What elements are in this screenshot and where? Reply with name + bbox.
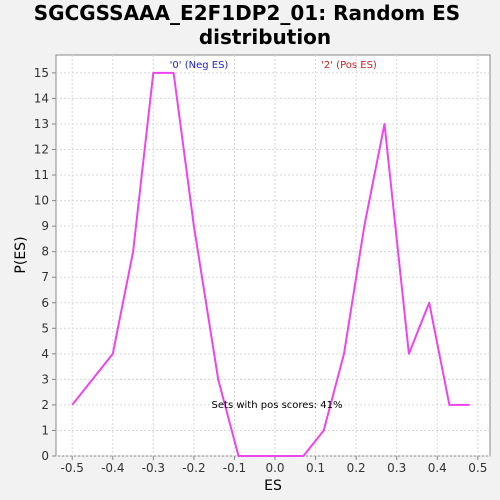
series-line [71, 71, 470, 457]
y-axis-label: P(ES) [13, 236, 29, 273]
x-tick-label: 0.1 [306, 461, 325, 475]
y-tick-label: 4 [41, 347, 49, 361]
y-tick-label: 7 [41, 270, 49, 284]
x-tick-label: -0.5 [61, 461, 84, 475]
y-tick-label: 8 [41, 245, 49, 259]
x-tick-label: -0.4 [101, 461, 124, 475]
y-tick-label: 15 [34, 66, 49, 80]
y-tick-label: 13 [34, 117, 49, 131]
series-layer [71, 71, 470, 457]
neg-es-label: '0' (Neg ES) [170, 60, 229, 71]
x-tick-label: 0.2 [347, 461, 366, 475]
plot-area [55, 54, 491, 457]
y-tick-label: 5 [41, 321, 49, 335]
x-axis-label: ES [264, 478, 282, 494]
y-tick-label: 10 [34, 194, 49, 208]
x-tick-label: 0.5 [468, 461, 487, 475]
y-tick-label: 11 [34, 168, 49, 182]
x-tick-label: 0.3 [387, 461, 406, 475]
chart-title-line-1: SGCGSSAAA_E2F1DP2_01: Random ES [34, 1, 460, 25]
pos-es-label: '2' (Pos ES) [321, 60, 377, 71]
x-tick-label: 0.4 [428, 461, 447, 475]
y-tick-label: 9 [41, 219, 49, 233]
y-tick-label: 3 [41, 372, 49, 386]
grid [56, 55, 490, 457]
axis-ticks: -0.5 -0.4 -0.3 -0.2 -0.1 0.0 0.1 0.2 0.3 0.4 0.5 0 1… [34, 66, 488, 475]
y-tick-label: 1 [41, 423, 49, 437]
x-tick-label: -0.3 [142, 461, 165, 475]
x-tick-label: -0.1 [223, 461, 246, 475]
y-tick-label: 12 [34, 143, 49, 157]
y-tick-label: 6 [41, 296, 49, 310]
x-tick-label: -0.2 [182, 461, 205, 475]
chart-title-line-2: distribution [199, 25, 331, 49]
y-tick-label: 0 [41, 449, 49, 463]
x-tick-label: 0.0 [265, 461, 284, 475]
y-tick-label: 14 [34, 91, 49, 105]
y-tick-label: 2 [41, 398, 49, 412]
sets-pos-scores-label: Sets with pos scores: 41% [212, 400, 343, 411]
